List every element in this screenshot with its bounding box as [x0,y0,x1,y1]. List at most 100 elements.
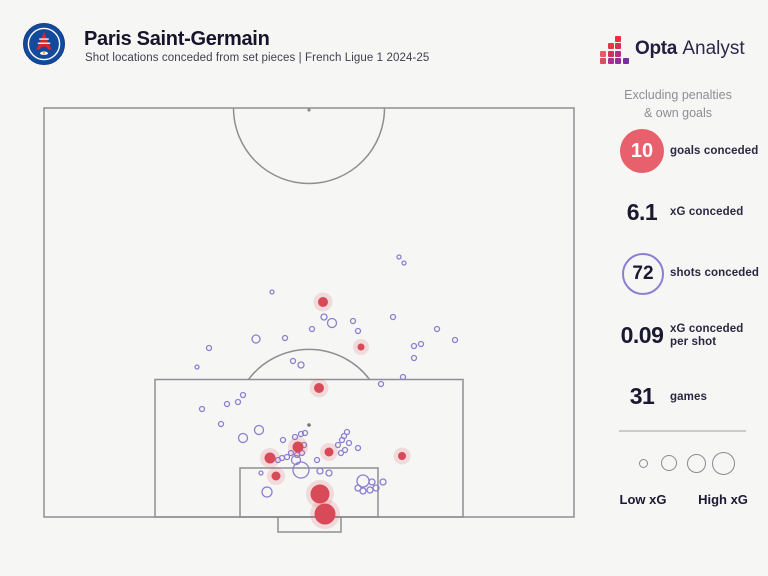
opta-logo-mark-icon [600,36,629,65]
shot-marker [354,327,362,335]
shot-marker [320,313,328,321]
goal-marker [310,484,330,504]
pitch-lines [43,107,575,533]
shot-marker [326,317,338,329]
exclusion-note: Excluding penalties & own goals [596,86,760,122]
shot-marker [345,439,353,447]
shot-marker [337,449,345,457]
exclusion-note-line1: Excluding penalties [624,88,732,102]
shot-marker [269,289,275,295]
shot-marker [377,380,385,388]
goals-conceded-label: goals conceded [670,145,759,157]
legend-size-circle-4 [711,451,735,475]
centre-spot [307,108,311,112]
goal-marker [292,441,304,453]
shot-marker [279,436,287,444]
goal-marker [264,452,276,464]
shot-marker [389,313,397,321]
shot-marker [340,432,348,440]
shot-marker [297,430,305,438]
goal-marker [314,383,324,393]
games-label: games [670,391,707,403]
shots-conceded-label: shots conceded [670,267,759,279]
xg-per-shot-label: xG conceded per shot [670,323,744,348]
shot-marker [205,344,213,352]
shot-marker [451,336,459,344]
goal-marker [398,452,406,460]
shot-marker [217,420,225,428]
shot-marker [379,478,387,486]
shot-marker [198,405,206,413]
legend-size-circle-3 [686,453,706,473]
goal-marker [324,447,334,457]
shot-marker [334,441,342,449]
page-title: Paris Saint-Germain [84,28,270,50]
goal-frame [277,516,342,533]
opta-logo-light: Analyst [682,38,745,59]
shot-marker [283,453,291,461]
goal-marker [314,503,336,525]
shots-conceded-value: 72 [632,263,654,284]
shot-marker [253,424,265,436]
shot-marker [349,317,357,325]
shot-marker [417,340,425,348]
opta-logo-bold: Opta [635,38,678,59]
goal-marker [318,297,328,307]
shot-marker [313,456,321,464]
shot-marker [297,361,305,369]
stat-xg-per-shot: 0.09 xG conceded per shot [596,322,768,370]
legend-high-xg-label: High xG [698,492,748,507]
psg-crest-icon [23,23,65,65]
shots-conceded-badge: 72 [622,253,664,295]
shot-marker [325,469,333,477]
shot-marker [316,467,324,475]
stat-games: 31 games [596,383,768,431]
legend-size-circle-2 [661,455,677,471]
stat-goals-conceded: 10 goals conceded [596,129,768,177]
shot-marker [433,325,441,333]
shot-marker [292,461,310,479]
shot-marker [368,478,376,486]
shot-marker [372,484,380,492]
shot-marker [237,432,249,444]
legend-low-xg-label: Low xG [619,492,667,507]
penalty-arc [247,348,371,380]
stat-shots-conceded: 72 shots conceded [596,253,768,301]
shot-marker [301,429,309,437]
games-value: 31 [629,383,655,409]
shot-marker [341,446,349,454]
shot-marker [399,373,407,381]
goal-marker [357,343,365,351]
shot-marker [291,433,299,441]
xg-per-shot-value: 0.09 [620,322,664,348]
shot-marker [194,364,200,370]
shot-marker [261,486,273,498]
shot-marker [287,449,295,457]
page-subtitle: Shot locations conceded from set pieces … [85,52,430,64]
legend-size-circle-1 [638,458,648,468]
pitch-boundary [43,107,575,518]
shot-layer [194,254,459,529]
stat-xg-conceded: 6.1 xG conceded [596,199,768,247]
goals-conceded-value: 10 [630,139,654,162]
shot-marker [293,451,301,459]
shot-marker [223,400,231,408]
goals-conceded-badge: 10 [620,129,664,173]
shot-marker [281,334,289,342]
shot-marker [410,354,418,362]
shot-marker [289,357,297,365]
shot-marker [410,342,418,350]
shot-marker [251,334,261,344]
penalty-spot [307,423,311,427]
shot-marker [308,325,316,333]
centre-circle-arc [232,107,386,185]
xg-conceded-value: 6.1 [626,199,658,225]
goal-marker [271,471,281,481]
shot-marker [234,398,242,406]
shot-marker [366,486,374,494]
shot-marker [239,391,247,399]
shot-marker [258,470,264,476]
exclusion-note-line2: & own goals [643,106,713,120]
shot-marker [343,428,351,436]
